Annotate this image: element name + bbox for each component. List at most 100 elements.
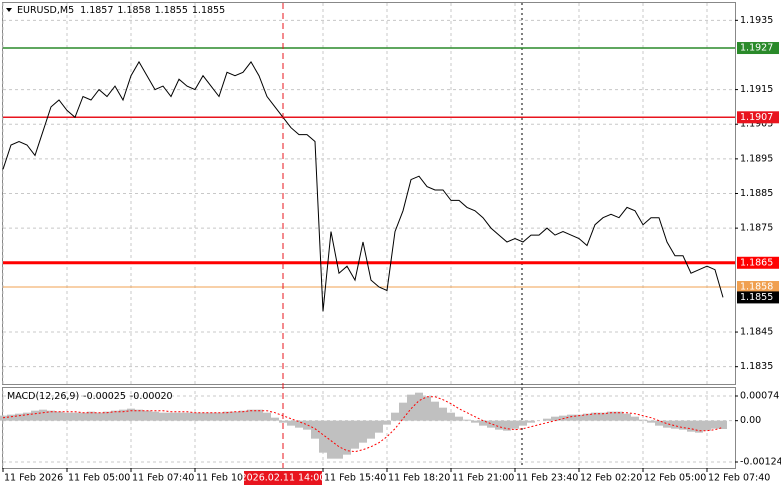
y-tick-label: 1.1895 <box>740 153 773 164</box>
y-tick-label: 1.1885 <box>740 188 773 199</box>
macd-bar <box>607 411 615 421</box>
macd-bar <box>175 412 183 421</box>
macd-bar <box>575 414 583 421</box>
macd-bar <box>455 416 463 421</box>
macd-bar <box>391 412 399 421</box>
macd-bar <box>559 415 567 421</box>
macd-bar <box>255 409 263 421</box>
macd-bar <box>119 409 127 421</box>
y-tick-label: 0.00074 <box>740 391 779 402</box>
high: 1.1858 <box>117 5 150 16</box>
macd-bar <box>471 420 479 423</box>
last-price-box <box>737 291 779 304</box>
macd-bar <box>623 413 631 421</box>
macd-bar <box>671 420 679 429</box>
macd-bar <box>295 420 303 428</box>
macd-bar <box>375 420 383 433</box>
macd-bar <box>463 419 471 421</box>
macd-bar <box>655 420 663 426</box>
x-tick-label: 11 Feb 10:20 <box>196 473 258 484</box>
macd-readout: -0.00025 <box>83 391 126 402</box>
macd-bar <box>343 420 351 455</box>
y-tick-label: -0.00124 <box>740 457 781 468</box>
macd-bar <box>167 412 175 421</box>
macd-bar <box>447 412 455 421</box>
macd-bar <box>327 420 335 459</box>
level-label-box <box>737 42 779 55</box>
macd-bar <box>335 420 343 459</box>
macd-bar <box>23 412 31 421</box>
macd-bar <box>191 412 199 421</box>
macd-bar <box>687 420 695 432</box>
macd-bar <box>479 420 487 426</box>
macd-bar <box>503 420 511 431</box>
macd-bar <box>439 407 447 421</box>
macd-bar <box>287 420 295 426</box>
macd-bar <box>359 420 367 443</box>
x-tick-label: 11 Feb 07:40 <box>132 473 194 484</box>
x-tick-label: 11 Feb 15:40 <box>324 473 386 484</box>
open: 1.1857 <box>80 5 113 16</box>
x-tick-label: 11 Feb 05:00 <box>68 473 130 484</box>
macd-bar <box>407 394 415 421</box>
macd-bar <box>543 418 551 421</box>
macd-bar <box>71 412 79 421</box>
macd-bar <box>199 412 207 421</box>
close: 1.1855 <box>192 5 225 16</box>
x-tick-label: 11 Feb 18:20 <box>388 473 450 484</box>
level-label-box <box>737 281 779 294</box>
macd-bar <box>15 413 23 421</box>
signal-readout: -0.00020 <box>130 391 173 402</box>
macd-bar <box>127 408 135 421</box>
macd-bar <box>7 414 15 421</box>
x-tick-label: 12 Feb 02:20 <box>580 473 642 484</box>
x-tick-label: 11 Feb 23:40 <box>516 473 578 484</box>
macd-bar <box>231 411 239 421</box>
symbol: EURUSD,M5 <box>17 5 74 16</box>
y-tick-label: 1.1875 <box>740 223 773 234</box>
macd-bar <box>143 410 151 421</box>
macd-bar <box>679 420 687 430</box>
macd-bar <box>103 411 111 421</box>
macd-bar <box>79 412 87 421</box>
macd-bar <box>383 420 391 425</box>
macd-bar <box>567 414 575 421</box>
macd-bar <box>55 411 63 421</box>
level-label: 1.1927 <box>740 43 773 54</box>
x-tick-label: 12 Feb 05:00 <box>644 473 706 484</box>
y-tick-label: 1.1905 <box>740 119 773 130</box>
macd-bar <box>663 420 671 428</box>
macd-bar <box>511 420 519 429</box>
macd-bar <box>519 420 527 426</box>
x-tick-label: 12 Feb 07:40 <box>708 473 770 484</box>
macd-bar <box>271 417 279 421</box>
y-tick-label: 1.1845 <box>740 327 773 338</box>
macd-bar <box>431 401 439 421</box>
macd-bar <box>647 420 655 423</box>
macd-header: MACD(12,26,9) -0.00025 -0.00020 <box>7 391 173 402</box>
macd-bar <box>719 420 727 429</box>
macd-bar <box>135 409 143 421</box>
macd-bar <box>31 410 39 421</box>
macd-bar <box>711 420 719 429</box>
y-tick-label: 1.1915 <box>740 84 773 95</box>
low: 1.1855 <box>155 5 188 16</box>
macd-bar <box>151 411 159 421</box>
cursor-label: 2026.02.11 14:00 <box>241 473 326 484</box>
macd-bar <box>247 409 255 421</box>
macd-bar <box>495 420 503 430</box>
last-price-label: 1.1855 <box>740 292 773 303</box>
y-tick-label: 0.00 <box>740 415 761 426</box>
macd-bar <box>47 410 55 421</box>
macd-bar <box>263 412 271 421</box>
macd-bar <box>39 409 47 421</box>
macd-bar <box>95 412 103 421</box>
macd-bar <box>0 415 7 421</box>
macd-bar <box>183 412 191 421</box>
macd-bar <box>631 416 639 421</box>
header-triangle <box>6 8 12 12</box>
signal-line <box>2 396 724 453</box>
macd-bar <box>703 420 711 431</box>
